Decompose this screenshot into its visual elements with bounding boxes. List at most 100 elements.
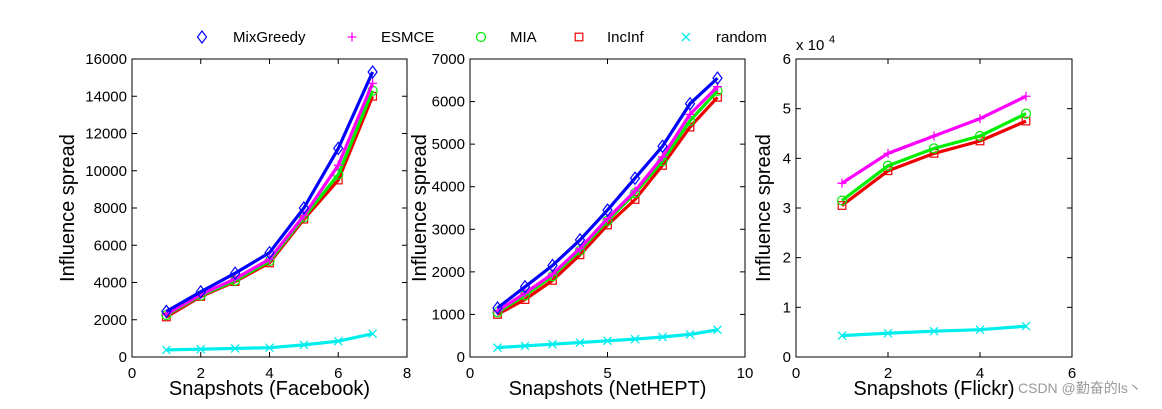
y-tick-label: 8000 [94, 200, 127, 217]
y-tick-label: 14000 [85, 88, 127, 105]
y-tick-label: 10000 [85, 163, 127, 180]
x-tick-label: 10 [737, 365, 754, 382]
data-point-random [1021, 321, 1031, 331]
data-point-random [520, 341, 530, 351]
x-tick-label: 4 [265, 365, 273, 382]
y-tick-label: 3000 [432, 221, 465, 238]
y-tick-label: 0 [119, 349, 127, 366]
series-esmce [493, 82, 722, 316]
data-point-mixgreedy [684, 96, 696, 111]
data-point-esmce [333, 160, 343, 170]
y-tick-label: 4000 [94, 275, 127, 292]
data-point-esmce [685, 109, 695, 119]
y-tick-label: 6 [783, 51, 791, 68]
x-tick-label: 8 [403, 365, 411, 382]
data-point-random [713, 325, 722, 335]
y-tick-label: 5000 [432, 136, 465, 153]
data-point-mia [974, 130, 986, 142]
y-tick-label: 5 [783, 101, 791, 118]
data-point-mia [1020, 108, 1032, 119]
data-point-random [685, 329, 695, 339]
data-point-mia [836, 195, 848, 206]
x-axis-label: Snapshots (NetHEPT) [509, 378, 707, 400]
legend-label-mixgreedy: MixGreedy [233, 29, 306, 46]
x-axis-label: Snapshots (Flickr) [853, 378, 1014, 400]
x-tick-label: 2 [197, 365, 205, 382]
data-point-mia [882, 160, 894, 171]
data-point-random [265, 343, 274, 353]
watermark: CSDN @勤奋的ls丶 [1018, 380, 1142, 396]
data-point-esmce [1021, 91, 1031, 101]
series-mixgreedy [161, 65, 378, 319]
data-point-random [630, 334, 640, 344]
data-point-incinf [1021, 116, 1031, 126]
y-tick-label: 4000 [432, 179, 465, 196]
y-tick-label: 16000 [85, 51, 127, 68]
data-point-mixgreedy [519, 279, 531, 294]
chart-facebook: 0 2 4 6 8 0 2000 4000 6000 8000 10000 12000 14000 160… [57, 51, 411, 400]
y-tick-label: 1 [783, 299, 791, 316]
x-tick-label: 0 [128, 365, 136, 382]
series-mixgreedy [492, 71, 723, 316]
y-tick-label: 2000 [94, 312, 127, 329]
x-tick-label: 6 [334, 365, 342, 382]
data-point-mixgreedy [629, 171, 641, 186]
data-point-mixgreedy [161, 304, 172, 319]
data-point-mixgreedy [547, 258, 558, 273]
data-point-random [299, 340, 309, 350]
x-tick-label: 5 [603, 365, 611, 382]
data-point-random [333, 336, 343, 346]
plot-frame [795, 58, 1073, 358]
data-point-incinf [630, 195, 640, 204]
data-point-esmce [658, 152, 667, 162]
data-point-random [161, 345, 171, 355]
x-tick-label: 2 [884, 365, 892, 382]
data-point-mixgreedy [333, 141, 344, 156]
data-point-mixgreedy [229, 266, 241, 281]
y-tick-label: 2000 [432, 264, 465, 281]
data-point-mixgreedy [492, 301, 503, 316]
data-point-mixgreedy [298, 201, 310, 215]
data-point-random [883, 328, 893, 338]
x-tick-label: 6 [1068, 365, 1076, 382]
data-point-mixgreedy [195, 284, 206, 299]
series-line-mixgreedy [496, 77, 719, 310]
y-tick-label: 6000 [94, 237, 127, 254]
series-mia [836, 108, 1032, 206]
legend-marker-mixgreedy [196, 30, 208, 44]
data-point-random [548, 339, 557, 349]
data-point-mixgreedy [657, 139, 668, 154]
data-point-mixgreedy [602, 203, 613, 218]
data-point-random [230, 343, 240, 353]
data-point-esmce [368, 78, 378, 88]
data-point-esmce [929, 131, 939, 141]
series-random [837, 321, 1031, 341]
y-axis-label: Influence spread [57, 134, 79, 282]
x-tick-label: 0 [792, 365, 800, 382]
y-axis-label: Influence spread [753, 134, 775, 282]
series-random [161, 329, 378, 355]
y-tick-label: 12000 [85, 126, 127, 143]
y-tick-label: 0 [457, 349, 465, 366]
data-point-mixgreedy [367, 65, 378, 80]
data-point-mixgreedy [712, 71, 723, 86]
y-tick-label: 2 [783, 250, 791, 267]
legend-label-esmce: ESMCE [381, 29, 434, 46]
x-axis-label: Snapshots (Facebook) [169, 378, 370, 400]
y-tick-label: 4 [783, 150, 791, 167]
legend-marker-mia [475, 31, 487, 43]
x-tick-label: 4 [976, 365, 984, 382]
chart-nethept: 0 5 10 0 1000 2000 3000 4000 5000 6000 7000 Snapsho… [409, 51, 753, 400]
data-point-random [603, 336, 612, 346]
y-exponent-label: x 10 [796, 37, 824, 54]
y-tick-label: 7000 [432, 51, 465, 68]
legend: MixGreedy ESMCE MIA IncInf random [196, 29, 767, 46]
data-point-random [658, 332, 667, 342]
legend-label-incinf: IncInf [607, 29, 645, 46]
y-tick-label: 6000 [432, 94, 465, 111]
legend-label-mia: MIA [510, 29, 537, 46]
legend-marker-incinf [574, 32, 584, 42]
y-tick-label: 0 [783, 349, 791, 366]
